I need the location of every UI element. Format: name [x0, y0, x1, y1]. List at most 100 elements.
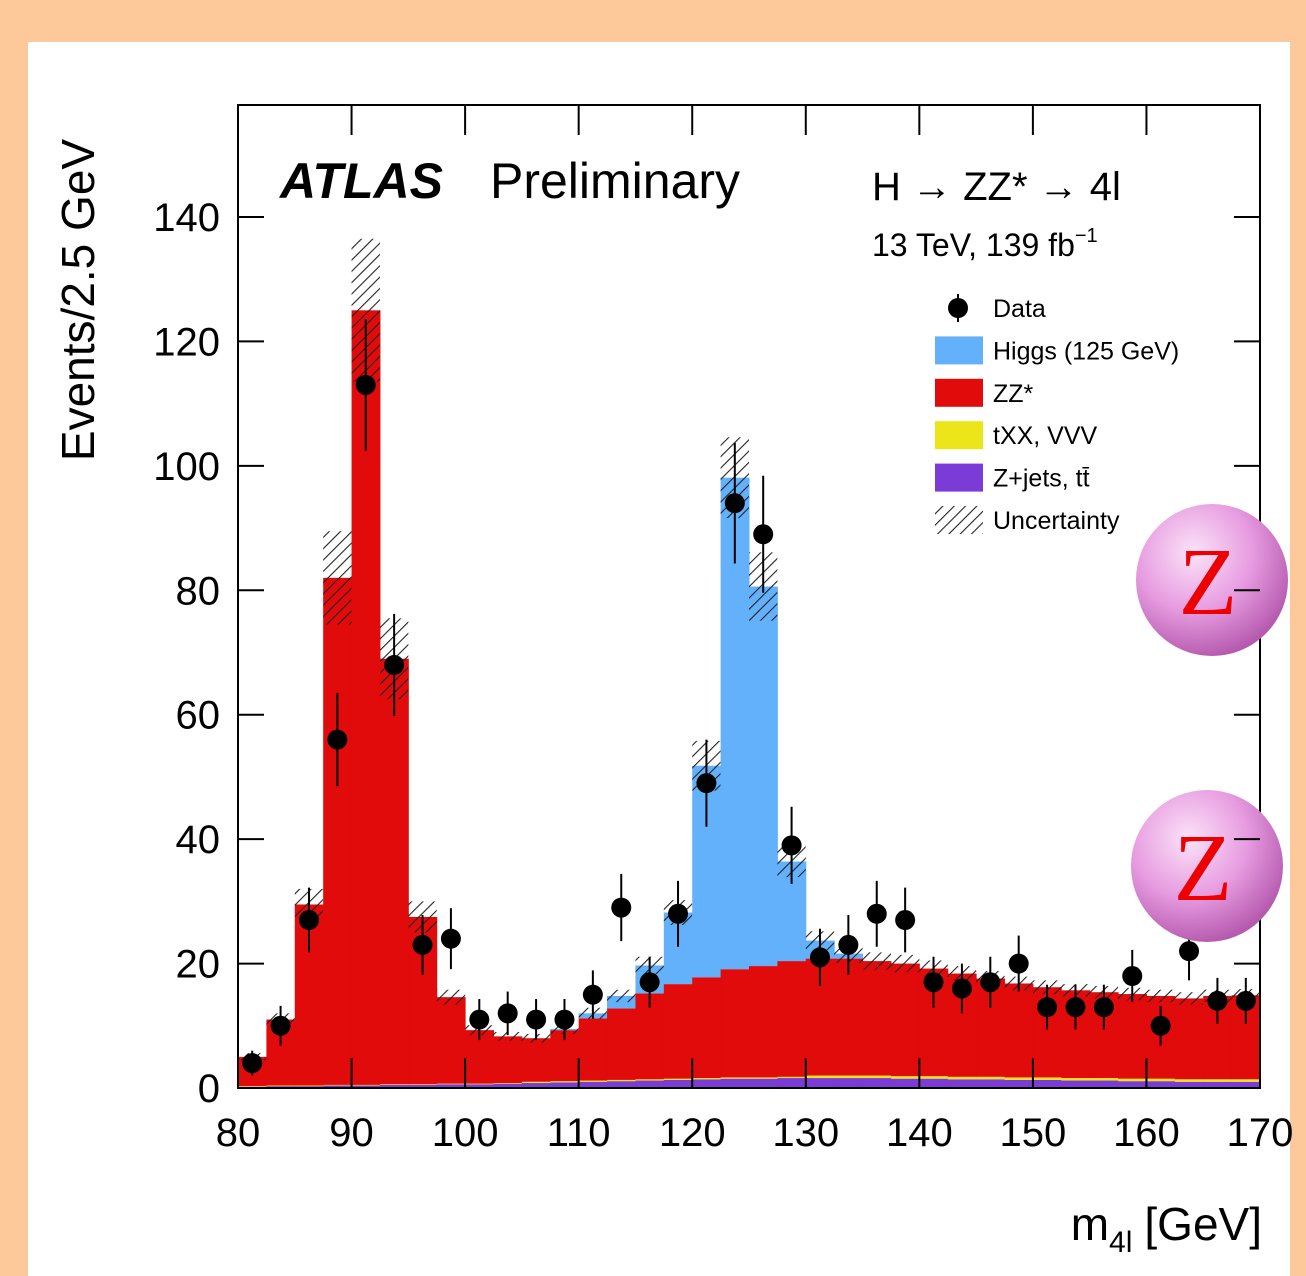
y-tick-label: 0: [198, 1067, 220, 1111]
histogram-segment: [777, 961, 807, 1077]
histogram-segment: [749, 586, 778, 967]
histogram-segment: [493, 1083, 523, 1084]
histogram-segment: [408, 1084, 438, 1085]
decorations: ZZ: [1131, 504, 1288, 942]
histogram-segment: [1203, 1081, 1233, 1088]
data-point: [866, 903, 887, 924]
histogram-segment: [1231, 1079, 1261, 1082]
histogram-segment: [834, 1075, 864, 1079]
legend-swatch: [935, 421, 983, 450]
histogram-segment: [351, 1084, 381, 1086]
y-tick-label: 20: [176, 943, 221, 987]
data-point: [242, 1053, 263, 1074]
histogram-segment: [521, 1083, 551, 1088]
legend-label: Z+jets, tt̄: [993, 465, 1090, 493]
histogram-segment: [578, 1081, 608, 1088]
histogram-segment: [919, 1076, 949, 1079]
histogram-segment: [1118, 1078, 1147, 1082]
data-point: [1179, 941, 1200, 962]
histogram-segment: [663, 1079, 693, 1088]
histogram-segment: [1061, 1080, 1091, 1088]
histogram-segment: [862, 1075, 892, 1079]
x-axis-label: m4l [GeV]: [1071, 1198, 1262, 1259]
histogram-segment: [947, 1076, 977, 1080]
legend: Data Higgs (125 GeV) ZZ* tXX, VVV Z+jets, tt…: [935, 294, 1179, 535]
data-point: [951, 978, 972, 999]
histogram-segment: [1203, 1079, 1233, 1082]
y-axis-label: Events/2.5 GeV: [52, 139, 104, 461]
uncertainty-band: [862, 952, 891, 970]
histogram-segment: [465, 1084, 494, 1088]
plot-area: [238, 238, 1261, 1088]
x-tick-label: 160: [1113, 1111, 1180, 1155]
histogram-segment: [862, 961, 892, 1076]
data-point: [696, 773, 717, 794]
legend-label: Uncertainty: [993, 507, 1120, 535]
experiment-label: ATLAS: [278, 153, 443, 209]
legend-label: tXX, VVV: [993, 422, 1098, 450]
data-point: [469, 1009, 490, 1030]
histogram-segment: [1174, 998, 1204, 1080]
x-tick-label: 110: [547, 1111, 611, 1155]
histogram-segment: [1174, 1081, 1204, 1088]
histogram-segment: [521, 1081, 551, 1084]
histogram-segment: [749, 1077, 778, 1079]
histogram-segment: [351, 1085, 381, 1088]
uncertainty-band: [1146, 989, 1175, 1003]
data-point: [980, 972, 1001, 993]
z-boson-ball: [1136, 504, 1288, 656]
histogram-segment: [1004, 983, 1034, 1078]
histogram-segment: [493, 1036, 523, 1084]
legend-swatch: [935, 378, 983, 407]
data-point: [1065, 997, 1086, 1018]
data-point: [1037, 997, 1058, 1018]
histogram-segment: [1004, 1079, 1034, 1088]
x-tick-label: 170: [1227, 1111, 1294, 1155]
histogram-segment: [323, 577, 353, 1085]
histogram-segment: [1032, 1077, 1062, 1080]
y-tick-label: 40: [176, 818, 221, 862]
data-point: [809, 947, 830, 968]
data-point: [526, 1009, 547, 1030]
y-tick-label: 60: [176, 694, 221, 738]
histogram-segment: [238, 1086, 267, 1087]
x-tick-label: 90: [329, 1111, 374, 1155]
data-point: [298, 910, 319, 931]
histogram-segment: [550, 1082, 580, 1088]
data-point: [1235, 990, 1256, 1011]
histogram-segment: [862, 1078, 892, 1088]
histogram-segment: [720, 1077, 750, 1079]
legend-marker: [948, 298, 968, 318]
histogram-segment: [890, 1078, 920, 1088]
chart-title: Preliminary: [490, 153, 740, 209]
legend-label: Data: [993, 295, 1046, 323]
z-boson-label: Z: [1174, 814, 1233, 921]
histogram-segment: [1146, 1078, 1176, 1082]
data-point: [497, 1003, 518, 1024]
histogram-segment: [1032, 1079, 1062, 1088]
histogram-segment: [323, 1084, 353, 1086]
data-point: [639, 972, 660, 993]
histogram-segment: [720, 969, 750, 1078]
histogram-segment: [777, 1078, 807, 1088]
data-point: [923, 972, 944, 993]
energy-lumi-superscript: −1: [1075, 225, 1098, 247]
uncertainty-band: [493, 1032, 522, 1041]
z-boson-label: Z: [1179, 528, 1238, 635]
histogram-segment: [805, 1078, 835, 1088]
x-axis-label-main: m: [1071, 1198, 1109, 1250]
histogram-segment: [436, 1084, 466, 1088]
histogram-segment: [578, 1018, 608, 1081]
histogram-segment: [294, 1085, 324, 1087]
data-point: [1093, 997, 1114, 1018]
data-point: [384, 654, 405, 675]
uncertainty-band: [607, 989, 636, 1003]
x-tick-label: 120: [659, 1111, 726, 1155]
histogram-segment: [607, 1008, 636, 1080]
histogram-segment: [720, 1078, 750, 1088]
histogram-segment: [692, 1078, 722, 1080]
x-tick-label: 80: [216, 1111, 261, 1155]
y-tick-label: 120: [153, 320, 220, 364]
